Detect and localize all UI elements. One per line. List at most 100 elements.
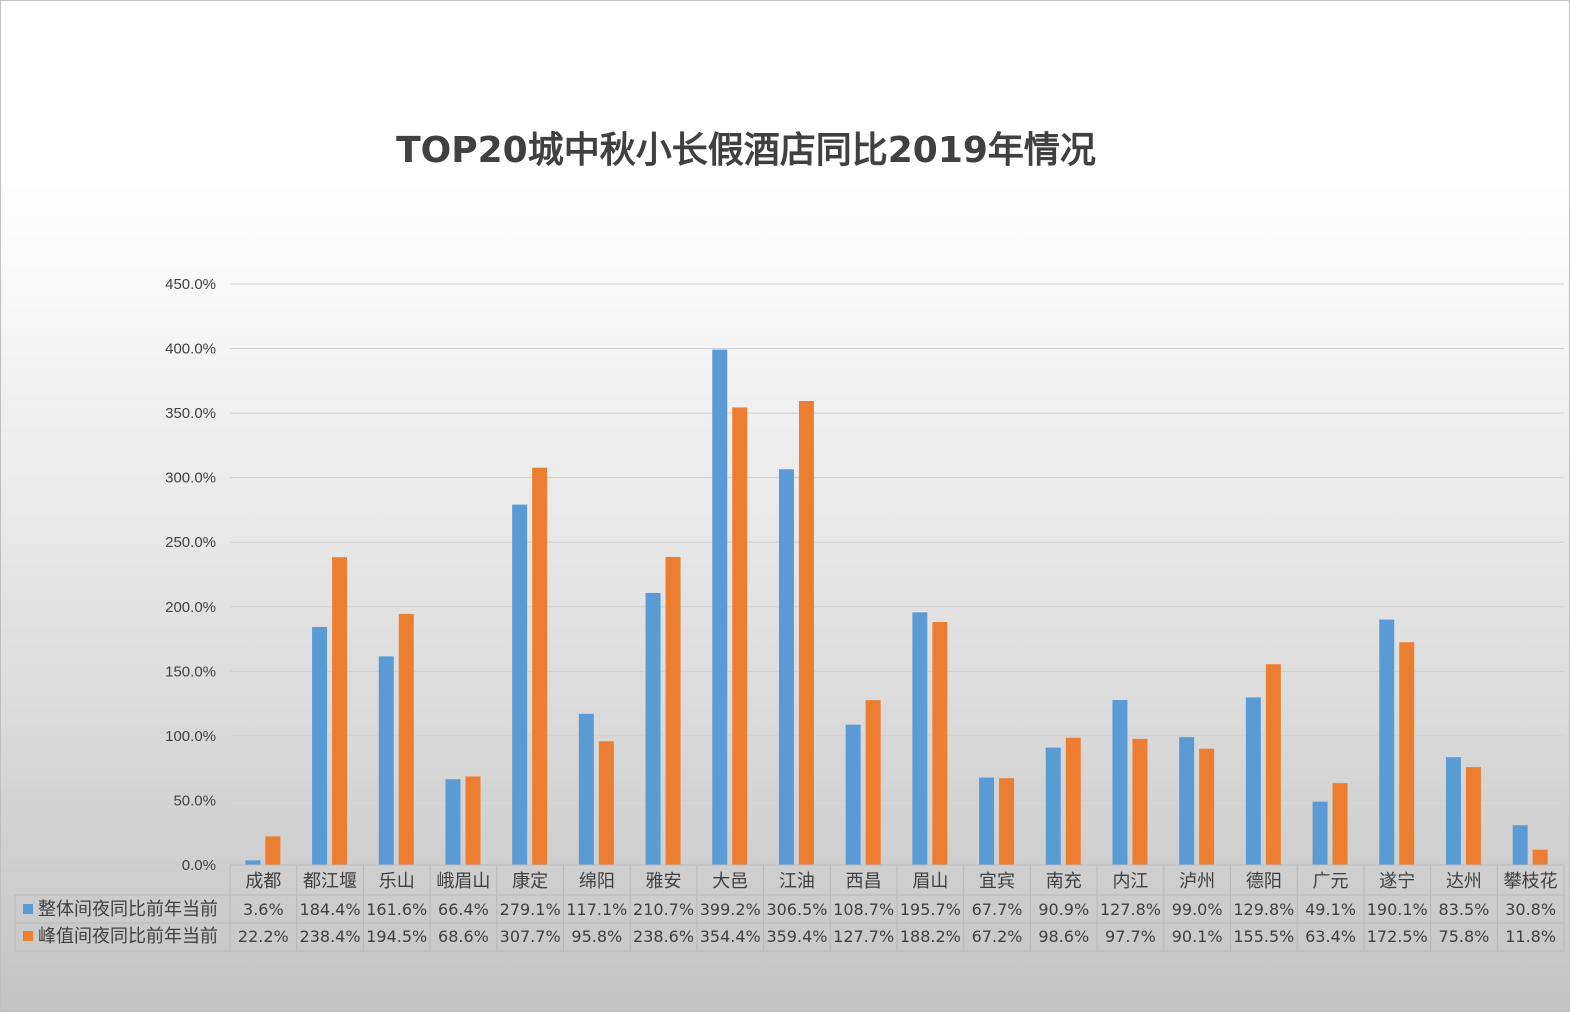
category-label: 眉山	[912, 871, 948, 892]
category-label: 泸州	[1179, 871, 1215, 892]
bar-overall	[645, 592, 661, 865]
category-label: 内江	[1112, 871, 1148, 892]
data-table-value: 238.6%	[633, 927, 694, 946]
category-label: 广元	[1313, 871, 1349, 892]
legend-key-overall	[23, 904, 33, 914]
bar-peak	[1265, 664, 1281, 865]
bar-peak	[465, 776, 481, 865]
category-label: 攀枝花	[1504, 871, 1558, 892]
data-table-value: 90.1%	[1172, 927, 1223, 946]
data-table-value: 127.8%	[1100, 900, 1161, 919]
data-table-value: 117.1%	[566, 900, 627, 919]
bar-peak	[732, 407, 748, 865]
bar-peak	[265, 836, 281, 865]
y-tick-label: 300.0%	[165, 470, 216, 487]
y-tick-label: 400.0%	[165, 341, 216, 358]
chart-title: TOP20城中秋小长假酒店同比2019年情况	[396, 130, 1096, 171]
data-table-value: 83.5%	[1439, 900, 1490, 919]
bar-peak	[665, 556, 681, 865]
data-table-value: 11.8%	[1505, 927, 1556, 946]
bar-overall	[312, 626, 328, 865]
category-label: 康定	[512, 871, 548, 892]
data-table-value: 354.4%	[700, 927, 761, 946]
data-table-value: 49.1%	[1305, 900, 1356, 919]
bar-overall	[845, 724, 861, 865]
category-label: 遂宁	[1379, 871, 1415, 892]
bar-overall	[578, 713, 594, 865]
bar-overall	[245, 860, 261, 865]
bar-peak	[999, 778, 1015, 865]
data-table-value: 307.7%	[500, 927, 561, 946]
data-table-value: 98.6%	[1038, 927, 1089, 946]
y-tick-label: 100.0%	[165, 728, 216, 745]
bar-overall	[1379, 619, 1395, 865]
legend-label: 整体间夜同比前年当前	[38, 899, 218, 920]
category-label: 江油	[779, 871, 815, 892]
bar-overall	[1445, 757, 1461, 865]
bar-overall	[445, 779, 461, 865]
data-table-value: 210.7%	[633, 900, 694, 919]
bar-overall	[1512, 825, 1528, 865]
bar-overall	[1112, 699, 1128, 865]
bar-peak	[865, 700, 881, 865]
bar-peak	[1332, 783, 1348, 865]
data-table-value: 67.7%	[972, 900, 1023, 919]
category-label: 西昌	[846, 871, 882, 892]
data-table-value: 188.2%	[900, 927, 961, 946]
bar-peak	[932, 622, 948, 865]
data-table-value: 67.2%	[972, 927, 1023, 946]
data-table-value: 30.8%	[1505, 900, 1556, 919]
legend-key-peak	[23, 931, 33, 941]
bar-peak	[1399, 642, 1415, 865]
y-tick-label: 50.0%	[173, 792, 216, 809]
bar-peak	[532, 467, 548, 865]
bar-overall	[912, 612, 928, 865]
y-tick-label: 150.0%	[165, 663, 216, 680]
bar-peak	[1465, 767, 1481, 865]
bar-overall	[778, 469, 794, 865]
data-table-value: 75.8%	[1439, 927, 1490, 946]
category-label: 峨眉山	[436, 871, 490, 892]
category-label: 雅安	[646, 871, 682, 892]
bar-overall	[1245, 697, 1261, 865]
data-table-value: 155.5%	[1233, 927, 1294, 946]
data-table-value: 68.6%	[438, 927, 489, 946]
bar-overall	[512, 504, 528, 865]
data-table-value: 95.8%	[571, 927, 622, 946]
category-label: 成都	[245, 871, 281, 892]
data-table-value: 238.4%	[300, 927, 361, 946]
bar-peak	[1065, 737, 1081, 865]
data-table-value: 279.1%	[500, 900, 561, 919]
bar-peak	[1199, 748, 1215, 865]
bar-overall	[1312, 801, 1328, 865]
bar-peak	[598, 741, 614, 865]
bar-overall	[979, 777, 995, 865]
y-tick-label: 350.0%	[165, 405, 216, 422]
bar-peak	[1532, 849, 1548, 865]
data-table-value: 22.2%	[238, 927, 289, 946]
data-table-value: 195.7%	[900, 900, 961, 919]
category-label: 大邑	[712, 871, 748, 892]
bar-overall	[1179, 737, 1195, 865]
y-tick-label: 0.0%	[182, 857, 216, 874]
data-table-value: 97.7%	[1105, 927, 1156, 946]
data-table-value: 172.5%	[1367, 927, 1428, 946]
data-table-value: 161.6%	[366, 900, 427, 919]
y-tick-label: 200.0%	[165, 599, 216, 616]
y-tick-label: 450.0%	[165, 276, 216, 293]
data-table-value: 99.0%	[1172, 900, 1223, 919]
category-label: 乐山	[379, 871, 415, 892]
bar-overall	[1045, 747, 1061, 865]
data-table-value: 63.4%	[1305, 927, 1356, 946]
data-table-value: 306.5%	[766, 900, 827, 919]
category-label: 南充	[1046, 871, 1082, 892]
category-label: 都江堰	[303, 871, 357, 892]
data-table-value: 194.5%	[366, 927, 427, 946]
data-table-value: 399.2%	[700, 900, 761, 919]
data-table-value: 129.8%	[1233, 900, 1294, 919]
bar-peak	[1132, 738, 1148, 865]
data-table-value: 190.1%	[1367, 900, 1428, 919]
category-label: 宜宾	[979, 871, 1015, 892]
